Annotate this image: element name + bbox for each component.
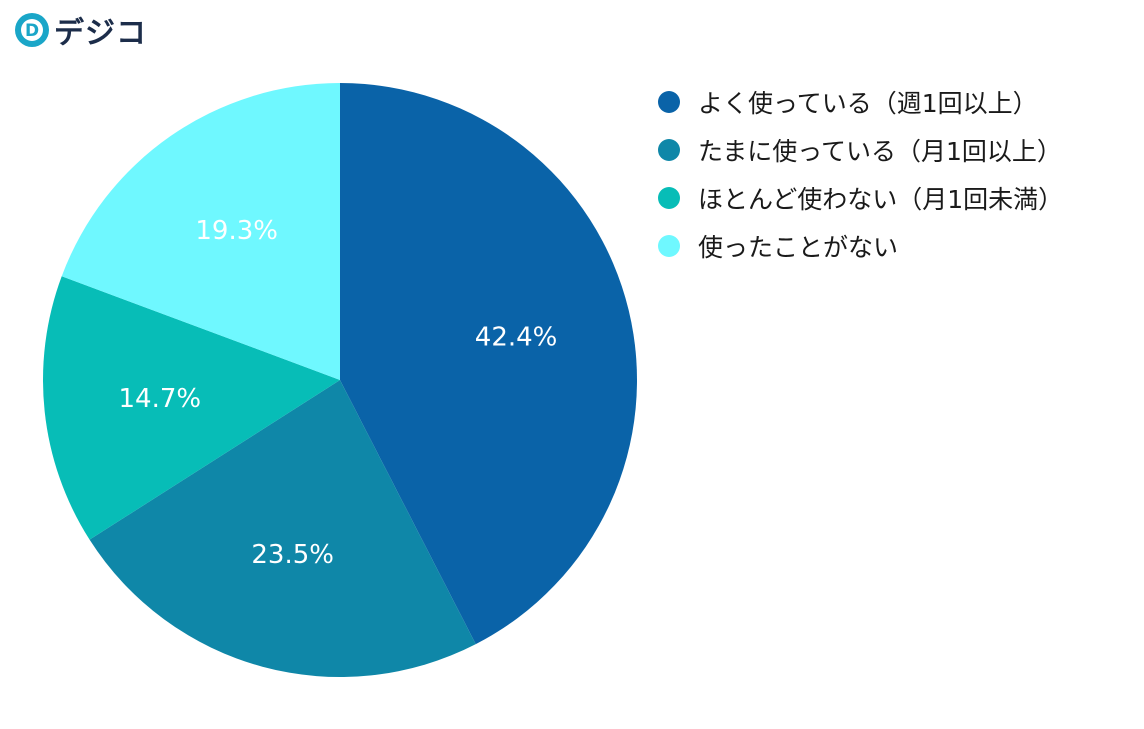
svg-text:D: D	[25, 21, 39, 41]
digico-logo-icon: D	[15, 13, 49, 47]
legend-item: たまに使っている（月1回以上）	[658, 126, 1063, 174]
slice-value-label: 14.7%	[119, 384, 202, 414]
legend-swatch	[658, 139, 680, 161]
slice-value-label: 42.4%	[475, 322, 558, 352]
brand-name: デジコ	[54, 16, 147, 51]
brand-logo: D デジコ	[14, 10, 147, 51]
slice-value-label: 23.5%	[251, 540, 334, 570]
pie-slice	[61, 83, 341, 380]
pie-slice	[340, 83, 637, 645]
legend-item: ほとんど使わない（月1回未満）	[658, 174, 1063, 222]
chart-legend: よく使っている（週1回以上） たまに使っている（月1回以上） ほとんど使わない（月1…	[658, 78, 1063, 270]
legend-label: ほとんど使わない（月1回未満）	[698, 185, 1064, 214]
pie-slice	[42, 276, 340, 540]
legend-label: よく使っている（週1回以上）	[698, 89, 1038, 118]
slice-value-label: 19.3%	[195, 216, 278, 246]
legend-swatch	[658, 187, 680, 209]
legend-swatch	[658, 235, 680, 257]
pie-slice	[89, 380, 476, 677]
legend-label: たまに使っている（月1回以上）	[698, 137, 1062, 166]
legend-label: 使ったことがない	[698, 233, 899, 262]
legend-swatch	[658, 91, 680, 113]
legend-item: よく使っている（週1回以上）	[658, 78, 1063, 126]
legend-item: 使ったことがない	[658, 222, 1063, 270]
